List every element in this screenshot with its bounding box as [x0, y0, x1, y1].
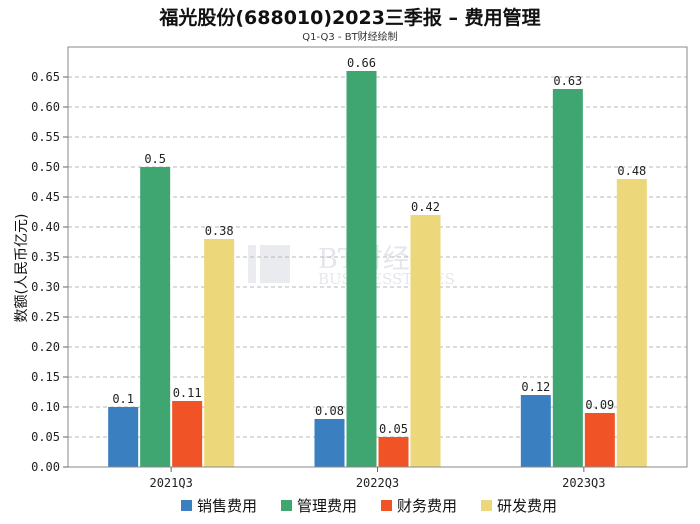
- legend-label: 管理费用: [297, 497, 357, 515]
- legend-swatch: [181, 500, 192, 511]
- data-label: 0.09: [585, 398, 614, 412]
- y-tick-label: 0.30: [31, 280, 60, 294]
- data-label: 0.38: [205, 224, 234, 238]
- legend-label: 销售费用: [197, 497, 257, 515]
- y-tick-label: 0.20: [31, 340, 60, 354]
- legend-swatch: [481, 500, 492, 511]
- y-tick-label: 0.10: [31, 400, 60, 414]
- legend-label: 研发费用: [497, 497, 557, 515]
- data-label: 0.05: [379, 422, 408, 436]
- watermark-logo-bar: [260, 245, 290, 283]
- grid: [68, 76, 687, 438]
- watermark-logo-icon: [248, 245, 256, 283]
- y-tick-label: 0.15: [31, 370, 60, 384]
- y-tick-label: 0.00: [31, 460, 60, 474]
- bar: [616, 179, 647, 467]
- y-tick-label: 0.25: [31, 310, 60, 324]
- y-tick-label: 0.50: [31, 160, 60, 174]
- y-tick-label: 0.60: [31, 100, 60, 114]
- y-tick-label: 0.45: [31, 190, 60, 204]
- bar: [108, 407, 139, 467]
- legend: 销售费用 管理费用 财务费用 研发费用: [181, 497, 557, 515]
- y-tick-label: 0.65: [31, 70, 60, 84]
- data-label: 0.48: [617, 164, 646, 178]
- x-tick-label: 2021Q3: [149, 476, 192, 490]
- data-label: 0.12: [521, 380, 550, 394]
- y-axis-title: 数额(人民币亿元): [14, 214, 30, 323]
- bars: 0.1 0.5 0.11 0.38 0.08 0.66 0.05 0.42 0.12 0.63 0.…: [108, 56, 647, 467]
- bar: [314, 419, 345, 467]
- bar: [520, 395, 551, 467]
- y-tick-label: 0.35: [31, 250, 60, 264]
- bar: [204, 239, 235, 467]
- axes: 0.00 0.05 0.10 0.15 0.20 0.25 0.30 0.35 0.40 0.45…: [31, 46, 688, 490]
- bar: [140, 167, 171, 467]
- y-tick-label: 0.05: [31, 430, 60, 444]
- bar: [346, 71, 377, 467]
- legend-label: 财务费用: [397, 497, 457, 515]
- bar: [378, 437, 409, 467]
- legend-swatch: [381, 500, 392, 511]
- data-label: 0.1: [112, 392, 134, 406]
- y-tick-label: 0.40: [31, 220, 60, 234]
- bar: [552, 89, 583, 467]
- legend-swatch: [281, 500, 292, 511]
- data-label: 0.08: [315, 404, 344, 418]
- data-label: 0.66: [347, 56, 376, 70]
- data-label: 0.42: [411, 200, 440, 214]
- data-label: 0.5: [144, 152, 166, 166]
- bar: [410, 215, 441, 467]
- y-tick-label: 0.55: [31, 130, 60, 144]
- x-tick-label: 2022Q3: [356, 476, 399, 490]
- chart-title: 福光股份(688010)2023三季报 – 费用管理: [159, 7, 541, 29]
- data-label: 0.11: [173, 386, 202, 400]
- data-label: 0.63: [553, 74, 582, 88]
- x-tick-label: 2023Q3: [562, 476, 605, 490]
- chart-subtitle: Q1-Q3 - BT财经绘制: [302, 32, 398, 43]
- bar: [584, 413, 615, 467]
- bar: [172, 401, 203, 467]
